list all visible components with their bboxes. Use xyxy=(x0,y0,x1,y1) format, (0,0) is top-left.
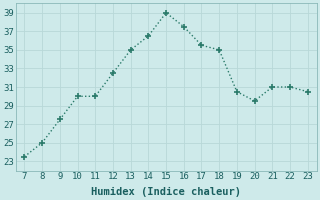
X-axis label: Humidex (Indice chaleur): Humidex (Indice chaleur) xyxy=(91,186,241,197)
